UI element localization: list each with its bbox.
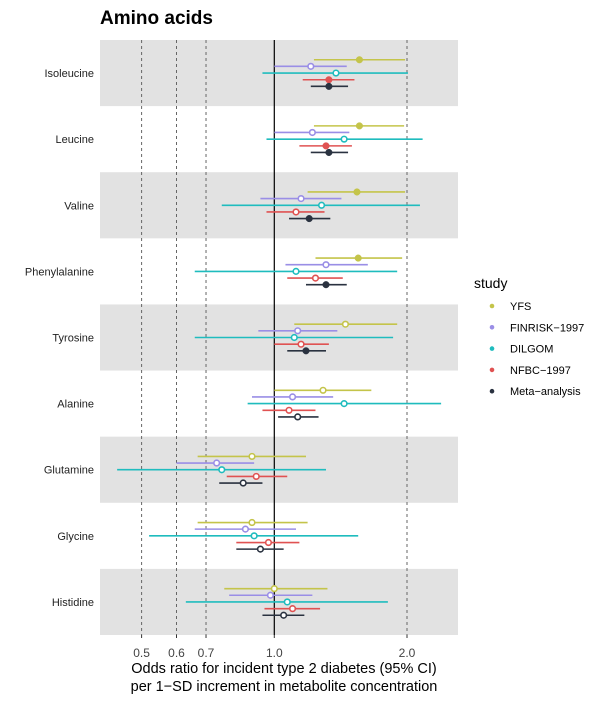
legend-label: DILGOM (510, 344, 553, 356)
point-estimate (294, 327, 302, 335)
row-label: Tyrosine (52, 333, 94, 345)
point-estimate (317, 201, 326, 209)
row-label: Valine (64, 200, 94, 212)
legend-label: Meta−analysis (510, 386, 581, 398)
point-estimate (302, 347, 310, 355)
point-estimate (252, 472, 260, 481)
point-estimate (322, 281, 330, 289)
point-estimate (256, 545, 265, 553)
point-estimate (248, 518, 256, 527)
x-tick-label: 0.5 (133, 646, 150, 660)
point-estimate (353, 188, 361, 196)
row-label: Alanine (57, 399, 94, 411)
point-estimate (288, 605, 297, 613)
chart-title: Amino acids (100, 8, 213, 29)
point-estimate (288, 393, 297, 401)
point-estimate (332, 69, 340, 77)
point-estimate (311, 274, 320, 282)
point-estimate (307, 62, 315, 70)
point-estimate (308, 128, 316, 137)
point-estimate (340, 400, 348, 408)
x-tick-label: 1.0 (266, 646, 283, 660)
point-estimate (283, 598, 291, 606)
x-tick-label: 0.7 (198, 646, 215, 660)
point-estimate (297, 340, 305, 348)
row-label: Histidine (52, 597, 94, 609)
point-estimate (248, 452, 256, 461)
point-estimate (355, 56, 363, 64)
point-estimate (297, 194, 305, 203)
point-estimate (239, 479, 247, 487)
point-estimate (325, 82, 333, 90)
point-estimate (264, 538, 273, 547)
legend-dot (489, 388, 495, 394)
legend-dot (489, 346, 495, 351)
row-label: Glycine (57, 531, 94, 543)
point-estimate (305, 215, 313, 223)
point-estimate (322, 261, 330, 269)
point-estimate (285, 406, 293, 414)
x-axis-label: Odds ratio for incident type 2 diabetes … (131, 661, 436, 677)
point-estimate (355, 122, 363, 130)
point-estimate (292, 208, 300, 216)
legend-label: YFS (510, 301, 531, 313)
point-estimate (322, 142, 330, 150)
point-estimate (250, 532, 258, 540)
legend-label: FINRISK−1997 (510, 322, 584, 334)
point-estimate (294, 413, 302, 421)
row-label: Phenylalanine (25, 266, 94, 278)
row-label: Glutamine (44, 465, 94, 477)
legend-dot (489, 325, 495, 330)
point-estimate (354, 254, 362, 262)
point-estimate (340, 135, 348, 143)
legend-dot (489, 367, 495, 373)
point-estimate (341, 320, 350, 328)
row-label: Leucine (55, 134, 94, 146)
point-estimate (280, 611, 288, 619)
x-axis-label: per 1−SD increment in metabolite concent… (131, 679, 438, 695)
legend-label: NFBC−1997 (510, 365, 571, 377)
legend-title: study (474, 275, 507, 291)
point-estimate (241, 525, 250, 533)
legend-dot (489, 303, 495, 309)
point-estimate (290, 333, 298, 342)
x-tick-label: 2.0 (399, 646, 416, 660)
point-estimate (213, 459, 221, 467)
point-estimate (270, 585, 278, 593)
point-estimate (325, 148, 333, 157)
point-estimate (325, 76, 333, 84)
point-estimate (218, 466, 226, 474)
point-estimate (319, 386, 327, 394)
point-estimate (266, 591, 275, 599)
row-label: Isoleucine (44, 68, 94, 80)
x-tick-label: 0.6 (168, 646, 185, 660)
point-estimate (292, 267, 300, 275)
